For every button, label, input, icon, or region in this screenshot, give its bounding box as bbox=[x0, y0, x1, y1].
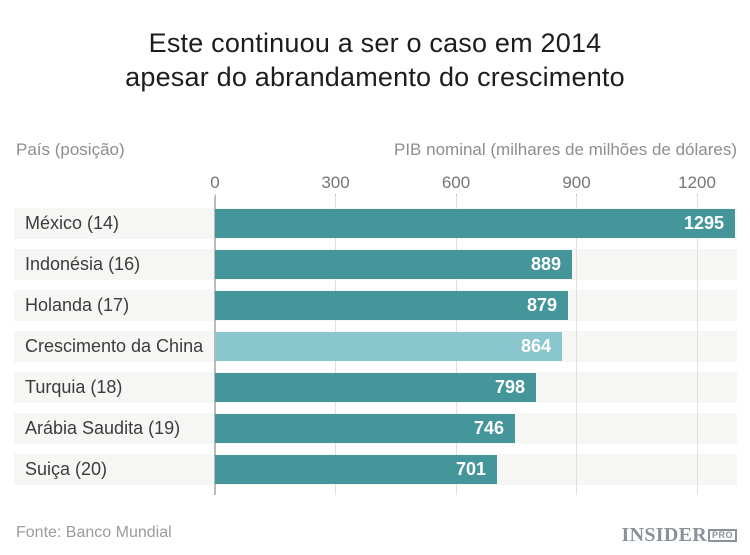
y-axis-header: País (posição) bbox=[16, 140, 125, 159]
bar-value-label: 798 bbox=[494, 377, 525, 397]
category-label: Turquia (18) bbox=[25, 377, 123, 397]
bar: 701 bbox=[215, 455, 497, 484]
bar: 889 bbox=[215, 250, 572, 279]
category-label: Suiça (20) bbox=[25, 459, 108, 479]
insider-pro-logo: INSIDER PRO bbox=[621, 524, 737, 546]
x-tick-label: 300 bbox=[321, 173, 350, 192]
bar: 798 bbox=[215, 373, 536, 402]
x-tick-label: 600 bbox=[441, 173, 471, 192]
category-label: México (14) bbox=[25, 213, 120, 233]
x-axis-header: PIB nominal (milhares de milhões de dóla… bbox=[394, 140, 737, 159]
bar-value-label: 746 bbox=[473, 418, 504, 438]
x-tick-label: 1200 bbox=[678, 173, 716, 192]
category-label: Crescimento da China bbox=[25, 336, 204, 356]
bar: 746 bbox=[215, 414, 515, 443]
bar-value-label: 1295 bbox=[683, 213, 724, 233]
x-tick-label: 0 bbox=[210, 173, 220, 192]
logo-wordmark: INSIDER bbox=[621, 524, 707, 546]
grid-line bbox=[696, 196, 698, 495]
logo-pro-badge: PRO bbox=[707, 529, 737, 542]
source-note: Fonte: Banco Mundial bbox=[16, 524, 172, 541]
bar-value-label: 701 bbox=[455, 459, 486, 479]
chart-title-line2: apesar do abrandamento do crescimento bbox=[125, 62, 625, 92]
bar-value-label: 879 bbox=[526, 295, 557, 315]
bar: 879 bbox=[215, 291, 568, 320]
bar-value-label: 864 bbox=[520, 336, 551, 356]
chart-title: Este continuou a ser o caso em 2014 apes… bbox=[0, 26, 750, 94]
bar: 864 bbox=[215, 332, 562, 361]
category-label: Arábia Saudita (19) bbox=[25, 418, 181, 438]
x-tick-label: 900 bbox=[562, 173, 591, 192]
grid-line bbox=[576, 196, 577, 495]
category-label: Holanda (17) bbox=[25, 295, 130, 315]
chart-title-line1: Este continuou a ser o caso em 2014 bbox=[148, 28, 602, 58]
category-label: Indonésia (16) bbox=[25, 254, 141, 274]
bar-value-label: 889 bbox=[530, 254, 561, 274]
bar: 1295 bbox=[215, 209, 735, 238]
